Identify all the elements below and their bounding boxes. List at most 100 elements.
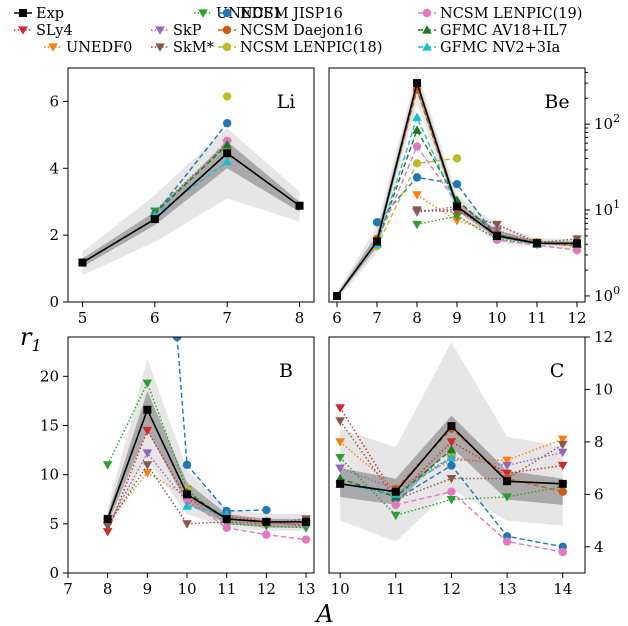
series-line	[376, 176, 498, 238]
data-point	[222, 140, 232, 149]
data-point	[373, 237, 381, 246]
data-point	[222, 156, 232, 166]
legend-label: UNEDF1	[216, 6, 282, 22]
x-tick-label: 13	[498, 580, 517, 598]
data-point	[222, 523, 231, 532]
data-point	[412, 159, 422, 168]
series-line	[186, 505, 227, 515]
y-tick-label: 102	[594, 112, 620, 133]
legend-marker	[422, 25, 432, 34]
x-tick-label: 10	[177, 580, 196, 598]
x-tick-label: 6	[150, 309, 160, 327]
legend-entry-exp: Exp	[14, 6, 64, 22]
legend-entry-unedf0: UNEDF0	[44, 40, 132, 56]
data-point	[390, 511, 401, 521]
y-tick-label: 100	[594, 284, 620, 305]
series-line	[82, 152, 300, 264]
x-tick-label: 12	[567, 309, 586, 327]
x-tick-label: 8	[103, 580, 113, 598]
x-tick-label: 13	[297, 580, 316, 598]
legend-label: SkP	[173, 23, 202, 39]
x-tick-label: 10	[487, 309, 506, 327]
series-line	[107, 463, 307, 527]
data-point	[533, 239, 541, 248]
uncertainty-band-outer	[107, 358, 307, 531]
panel-label: B	[279, 360, 293, 382]
y-tick-label: 4	[49, 159, 59, 177]
data-point	[102, 461, 113, 470]
data-point	[142, 426, 153, 436]
data-point	[302, 517, 311, 526]
y-tick-label: 6	[49, 92, 59, 110]
data-point	[335, 464, 345, 473]
legend-label: NCSM LENPIC(19)	[440, 6, 582, 22]
series-line	[154, 142, 228, 212]
data-point	[412, 125, 422, 134]
data-point	[222, 92, 232, 101]
panel-li: Li 5 6 7 8 0 2 4 6	[49, 67, 315, 327]
data-point	[492, 220, 502, 230]
series-line	[376, 144, 578, 251]
y-tick-label: 15	[40, 417, 59, 435]
x-tick-label: 10	[331, 580, 350, 598]
legend-entry-ncsm-jisp16: NCSM JISP16	[218, 6, 343, 22]
legend-entry-ncsm-lenpic-19: NCSM LENPIC(19)	[418, 6, 582, 22]
legend-entry-unedf1: UNEDF1	[194, 6, 282, 22]
data-point	[558, 487, 567, 496]
x-tick-label: 11	[527, 309, 546, 327]
data-point	[446, 452, 457, 462]
data-point	[142, 469, 153, 478]
panel-c: C 10 11 12 13 14 4 6 8 10 12	[328, 328, 613, 598]
panel-be: Be 6 7 8 9 10 11 12 100 101 102	[328, 67, 620, 327]
series-line	[416, 215, 538, 245]
data-point	[557, 461, 568, 471]
data-point	[502, 469, 512, 479]
x-tick-label: 9	[143, 580, 153, 598]
panel-label: Li	[277, 91, 296, 113]
data-point	[183, 490, 192, 499]
y-axis-label: r1	[20, 323, 42, 355]
legend-marker	[155, 43, 165, 52]
series-line	[106, 407, 307, 523]
plot-area	[333, 70, 582, 300]
legend-marker	[422, 42, 432, 51]
legend-marker	[422, 8, 432, 18]
series-exp	[78, 149, 304, 267]
data-point	[502, 537, 512, 546]
data-point	[452, 217, 462, 226]
data-point	[301, 535, 311, 544]
legend-entry-gfmc-av18-il7: GFMC AV18+IL7	[418, 23, 568, 39]
legend-marker	[222, 42, 232, 52]
legend-marker	[18, 26, 28, 35]
data-point	[335, 417, 345, 426]
y-tick-label: 10	[40, 466, 59, 484]
data-point	[335, 438, 345, 447]
data-point	[335, 454, 345, 463]
series-line	[395, 464, 563, 548]
legend-label: NCSM Daejon16	[240, 23, 363, 39]
data-point	[446, 495, 457, 505]
uncertainty-band-outer	[337, 70, 577, 300]
data-point	[222, 514, 231, 523]
data-point	[452, 154, 462, 163]
data-point	[573, 239, 581, 248]
legend-entry-gfmc-nv2-3ia: GFMC NV2+3Ia	[418, 40, 561, 56]
data-point	[558, 547, 567, 557]
data-point	[446, 444, 457, 454]
series-line	[154, 122, 228, 215]
series-line	[376, 115, 538, 245]
uncertainty-band-inner	[82, 141, 300, 267]
legend-entry-skm: SkM*	[151, 40, 215, 56]
data-point	[502, 456, 512, 466]
series-line	[395, 490, 563, 553]
series-line	[107, 471, 307, 525]
data-point	[182, 501, 192, 510]
data-point	[447, 461, 456, 470]
series-ncsm-lenpic-18	[222, 92, 232, 101]
data-point	[222, 118, 232, 128]
data-point	[557, 435, 568, 445]
panel-label: C	[550, 360, 565, 382]
legend-label: GFMC AV18+IL7	[440, 23, 568, 39]
